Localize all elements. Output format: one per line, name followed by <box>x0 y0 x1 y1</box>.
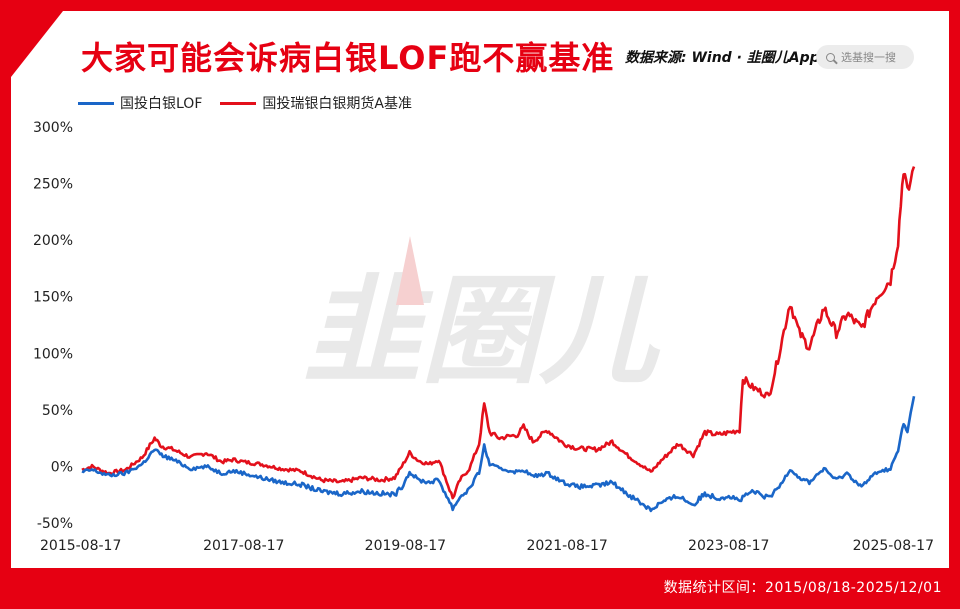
search-box[interactable]: 选基搜一搜 <box>816 45 914 69</box>
legend-item-benchmark: 国投瑞银白银期货A基准 <box>220 93 412 113</box>
x-tick-label: 2015-08-17 <box>40 538 121 554</box>
series-line-lof <box>81 396 916 513</box>
x-tick-label: 2025-08-17 <box>853 538 934 554</box>
x-tick-label: 2017-08-17 <box>203 538 284 554</box>
y-tick-label: 150% <box>33 290 73 306</box>
date-range-footer: 数据统计区间：2015/08/18-2025/12/01 <box>663 580 942 596</box>
y-tick-label: 250% <box>33 177 73 193</box>
y-tick-label: 200% <box>33 233 73 249</box>
x-tick-label: 2019-08-17 <box>365 538 446 554</box>
watermark-arrow-icon <box>396 236 424 305</box>
y-tick-label: -50% <box>37 516 73 532</box>
watermark-text: 韭圈儿 <box>303 262 661 400</box>
y-tick-label: 300% <box>33 120 73 136</box>
legend-item-lof: 国投白银LOF <box>78 93 202 113</box>
x-tick-label: 2023-08-17 <box>688 538 769 554</box>
chart-card: 大家可能会诉病白银LOF跑不赢基准 数据来源: Wind · 韭圈儿App 选基… <box>11 11 949 568</box>
legend: 国投白银LOF 国投瑞银白银期货A基准 <box>78 93 430 113</box>
legend-label-benchmark: 国投瑞银白银期货A基准 <box>262 96 412 112</box>
corner-decoration <box>11 11 63 77</box>
data-source: 数据来源: Wind · 韭圈儿App <box>625 50 820 66</box>
chart-title: 大家可能会诉病白银LOF跑不赢基准 <box>81 39 615 77</box>
legend-label-lof: 国投白银LOF <box>120 96 203 112</box>
search-icon <box>826 52 835 62</box>
y-tick-label: 50% <box>42 403 73 419</box>
legend-swatch-lof <box>78 101 114 105</box>
y-tick-label: 0% <box>51 459 73 475</box>
search-placeholder: 选基搜一搜 <box>841 51 896 64</box>
legend-swatch-benchmark <box>220 101 257 105</box>
series-line-benchmark <box>81 166 916 500</box>
x-tick-label: 2021-08-17 <box>526 538 607 554</box>
y-tick-label: 100% <box>33 346 73 362</box>
